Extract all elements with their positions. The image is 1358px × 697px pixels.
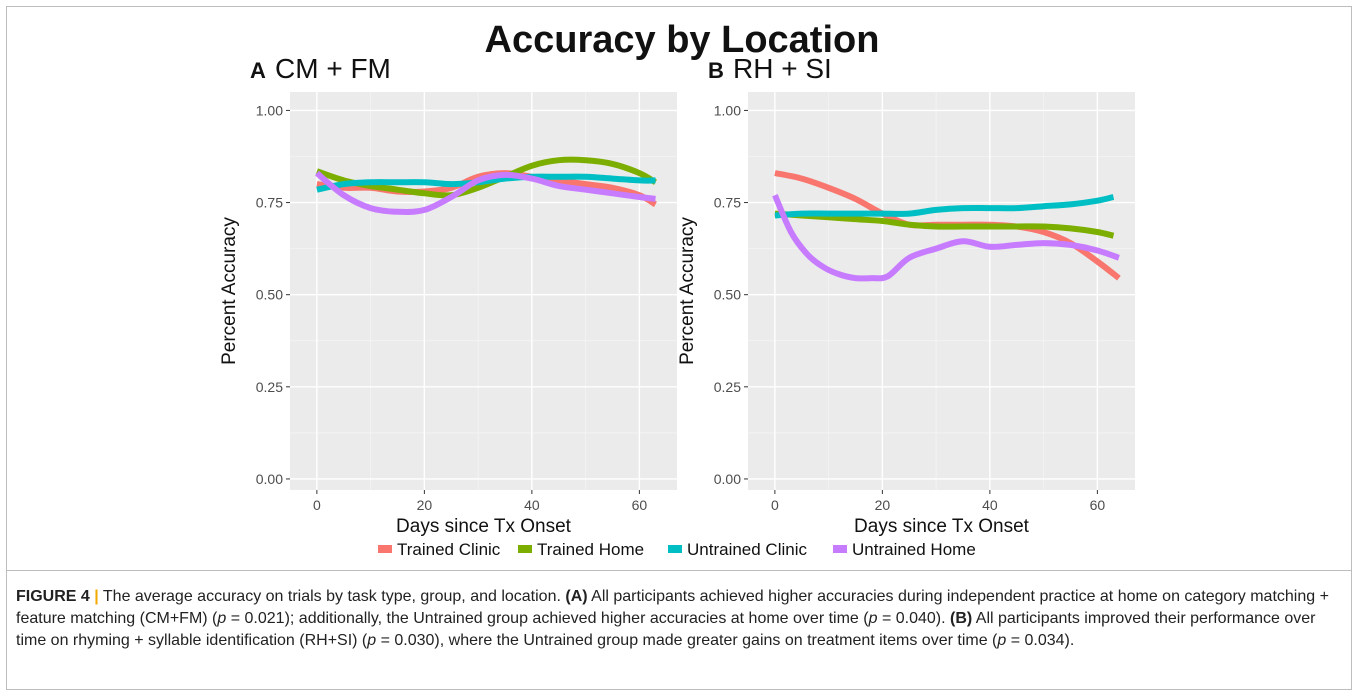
x-axis-label-a: Days since Tx Onset: [396, 516, 572, 537]
x-tick-label: 60: [1090, 497, 1106, 513]
legend-key-untrained-home: [833, 545, 847, 553]
legend-label-trained-home: Trained Home: [537, 540, 644, 559]
y-tick-label: 1.00: [714, 102, 741, 118]
y-axis-label-a: Percent Accuracy: [219, 217, 240, 365]
panel-b: B RH + SI 0.00 0.25 0.50 0.75 1.00 0 20 40 60 Days …: [677, 53, 1135, 537]
x-tick-label: 60: [632, 497, 648, 513]
x-tick-label: 0: [771, 497, 779, 513]
caption-p4-val: = 0.034).: [1006, 632, 1075, 649]
figure-caption: FIGURE 4 | The average accuracy on trial…: [16, 586, 1341, 652]
x-tick-label: 0: [313, 497, 321, 513]
caption-p3-val: = 0.030), where the Untrained group made…: [376, 632, 998, 649]
y-tick-label: 0.50: [714, 287, 741, 303]
panel-title-a: CM + FM: [275, 53, 391, 84]
x-tick-label: 20: [417, 497, 433, 513]
y-tick-label: 0.00: [256, 471, 283, 487]
panel-letter-b: B: [708, 58, 724, 83]
caption-b-tag: (B): [950, 610, 973, 627]
y-tick-label: 0.25: [256, 379, 283, 395]
caption-divider: [6, 570, 1352, 571]
caption-a-text: All participants achieved higher accurac…: [16, 588, 1329, 627]
legend-key-trained-clinic: [378, 545, 392, 553]
caption-p2-val: = 0.040).: [877, 610, 946, 627]
caption-p1-var: p: [217, 610, 227, 627]
panel-title-b: RH + SI: [733, 53, 832, 84]
legend: Trained Clinic Trained Home Untrained Clin…: [378, 540, 976, 559]
y-tick-label: 0.75: [256, 195, 283, 211]
series-line-trained-home-b: [774, 210, 1115, 239]
y-tick-label: 1.00: [256, 102, 283, 118]
caption-intro: The average accuracy on trials by task t…: [102, 588, 561, 605]
figure-title: Accuracy by Location: [485, 19, 880, 61]
plot-background-a: [290, 92, 677, 490]
legend-label-untrained-home: Untrained Home: [852, 540, 976, 559]
panel-letter-a: A: [250, 58, 266, 83]
series-line-untrained-home-b: [772, 193, 1120, 282]
caption-a-tag: (A): [565, 588, 588, 605]
legend-key-untrained-clinic: [668, 545, 682, 553]
caption-p1-val: = 0.021); additionally, the Untrained gr…: [226, 610, 869, 627]
caption-p2-var: p: [868, 610, 878, 627]
plot-background-b: [748, 92, 1135, 490]
caption-p4-var: p: [997, 632, 1007, 649]
x-tick-label: 40: [524, 497, 540, 513]
x-tick-label: 40: [982, 497, 998, 513]
y-axis-label-b: Percent Accuracy: [677, 217, 698, 365]
figure-frame: [6, 6, 1352, 690]
legend-label-untrained-clinic: Untrained Clinic: [687, 540, 807, 559]
caption-label: FIGURE 4: [16, 588, 90, 605]
caption-b-text: All participants improved their performa…: [16, 610, 1316, 649]
y-tick-label: 0.25: [714, 379, 741, 395]
y-tick-label: 0.50: [256, 287, 283, 303]
caption-separator: |: [94, 588, 99, 605]
y-tick-label: 0.75: [714, 195, 741, 211]
caption-p3-var: p: [367, 632, 377, 649]
series-line-untrained-home-a: [314, 170, 656, 215]
x-tick-label: 20: [875, 497, 891, 513]
figure-chart: Accuracy by Location A CM + FM 0.00 0.25 0.5…: [219, 19, 1135, 559]
series-line-untrained-clinic-b: [774, 194, 1115, 219]
series-line-untrained-clinic-a: [316, 173, 656, 193]
y-tick-label: 0.00: [714, 471, 741, 487]
legend-key-trained-home: [518, 545, 532, 553]
x-axis-label-b: Days since Tx Onset: [854, 516, 1030, 537]
panel-a: A CM + FM 0.00 0.25 0.50 0.75 1.00 0 20 40 60 Days …: [219, 53, 677, 537]
legend-label-trained-clinic: Trained Clinic: [397, 540, 501, 559]
